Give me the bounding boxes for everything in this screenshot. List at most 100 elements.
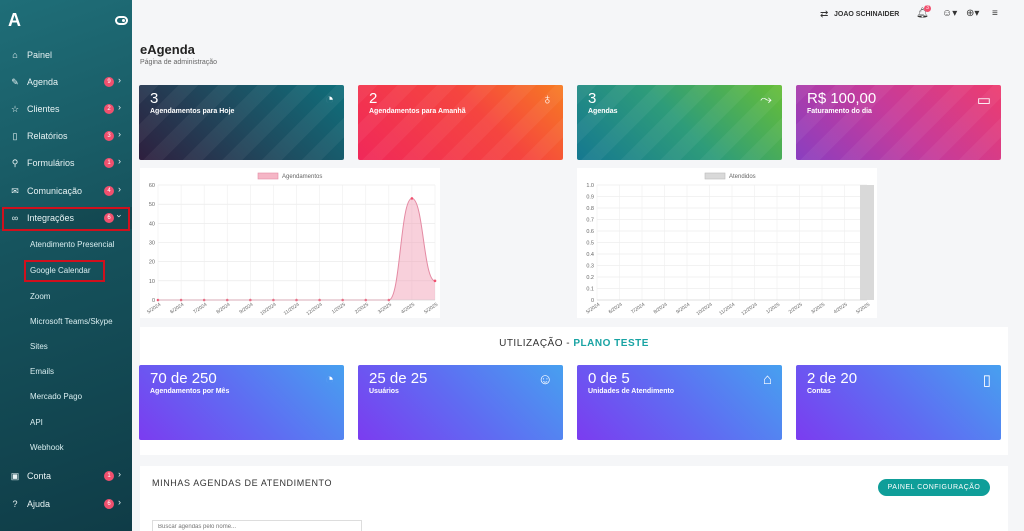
usage-label: Contas xyxy=(807,388,831,395)
subitem-zoom[interactable]: Zoom xyxy=(30,292,51,301)
count-badge: 6 xyxy=(104,213,114,223)
x-tick-label: 5/2024 xyxy=(585,302,601,316)
sidebar-item-label: Relatórios xyxy=(27,131,68,141)
stat-value: 3 xyxy=(588,90,597,107)
plan-name: PLANO TESTE xyxy=(573,338,649,349)
menu-icon[interactable]: ≡ xyxy=(992,8,998,19)
subitem-microsoft-teams[interactable]: Microsoft Teams/Skype xyxy=(30,317,113,326)
stat-label: Agendamentos para Amanhã xyxy=(369,108,466,115)
swap-icon[interactable]: ⇄ xyxy=(820,9,829,20)
sidebar-item-integracoes[interactable]: ∞ Integrações 6 › xyxy=(0,207,132,229)
x-tick-label: 8/2024 xyxy=(215,302,231,316)
book-icon: ▯ xyxy=(12,130,18,141)
x-tick-label: 10/2024 xyxy=(695,302,713,317)
x-tick-label: 7/2024 xyxy=(630,302,646,316)
count-badge: 1 xyxy=(104,158,114,168)
user-name[interactable]: JOAO SCHINAIDER xyxy=(834,11,900,18)
x-tick-label: 8/2024 xyxy=(653,302,669,316)
agendas-panel: MINHAS AGENDAS DE ATENDIMENTO PAINEL CON… xyxy=(140,466,1008,531)
sidebar-item-clientes[interactable]: ☆ Clientes 2 › xyxy=(0,98,132,120)
globe-icon[interactable]: ⊕▾ xyxy=(966,8,980,19)
count-badge: 1 xyxy=(104,471,114,481)
y-tick-label: 20 xyxy=(149,260,155,266)
sidebar-item-conta[interactable]: ▣ Conta 1 › xyxy=(0,465,132,487)
x-tick-label: 7/2024 xyxy=(192,302,208,316)
subitem-atendimento-presencial[interactable]: Atendimento Presencial xyxy=(30,240,115,249)
x-tick-label: 12/2024 xyxy=(740,302,758,317)
link-icon: ∞ xyxy=(11,213,19,223)
usage-value: 0 de 5 xyxy=(588,370,630,387)
y-tick-label: 1.0 xyxy=(586,183,594,189)
subitem-webhook[interactable]: Webhook xyxy=(30,443,64,452)
utilization-title: UTILIZAÇÃO - PLANO TESTE xyxy=(140,338,1008,349)
y-tick-label: 0.1 xyxy=(586,287,594,293)
legend-swatch xyxy=(257,172,279,180)
count-badge: 4 xyxy=(104,186,114,196)
stat-label: Faturamento do dia xyxy=(807,108,872,115)
x-tick-label: 2/2025 xyxy=(354,302,370,316)
sidebar-item-formularios[interactable]: ⚲ Formulários 1 › xyxy=(0,152,132,174)
highlight-google-calendar xyxy=(24,260,105,282)
x-tick-label: 3/2025 xyxy=(377,302,393,316)
subitem-api[interactable]: API xyxy=(30,418,43,427)
subitem-google-calendar[interactable]: Google Calendar xyxy=(30,266,91,275)
area-fill xyxy=(158,198,435,300)
subitem-sites[interactable]: Sites xyxy=(30,342,48,351)
x-tick-label: 1/2025 xyxy=(331,302,347,316)
usage-value: 25 de 25 xyxy=(369,370,428,387)
usage-value: 2 de 20 xyxy=(807,370,858,387)
x-tick-label: 12/2024 xyxy=(305,302,323,317)
bell-icon[interactable]: 🔔︎ xyxy=(916,8,929,19)
page-subtitle: Página de administração xyxy=(140,59,218,66)
subitem-mercado-pago[interactable]: Mercado Pago xyxy=(30,392,83,401)
y-tick-label: 60 xyxy=(149,183,155,189)
x-tick-label: 9/2024 xyxy=(239,302,255,316)
stat-label: Agendas xyxy=(588,108,618,115)
stat-card-hoje: 3 Agendamentos para Hoje ◔ xyxy=(139,85,344,160)
sidebar-toggle-icon[interactable] xyxy=(115,16,128,25)
x-tick-label: 1/2025 xyxy=(765,302,781,316)
sidebar-item-label: Formulários xyxy=(27,158,75,168)
clock-icon: ◔ xyxy=(324,371,334,388)
main-content: ⇄ JOAO SCHINAIDER 🔔︎ 3 ☺▾ ⊕▾ ≡ eAgenda P… xyxy=(132,0,1024,531)
subitem-emails[interactable]: Emails xyxy=(30,367,55,376)
bar xyxy=(860,185,874,300)
wallet-icon: ▭ xyxy=(976,92,991,109)
sidebar-item-label: Painel xyxy=(27,50,53,60)
x-tick-label: 5/2024 xyxy=(146,302,162,316)
stat-card-agendas: 3 Agendas ⤳ xyxy=(577,85,782,160)
search-icon: ⚲ xyxy=(11,157,19,168)
sidebar-item-ajuda[interactable]: ? Ajuda 6 › xyxy=(0,493,132,515)
data-point xyxy=(433,279,437,283)
sidebar-item-painel[interactable]: ⌂ Painel xyxy=(0,44,132,66)
chevron-right-icon: › xyxy=(118,102,121,112)
trend-icon: ⤳ xyxy=(759,91,772,108)
user-icon[interactable]: ☺▾ xyxy=(942,8,958,19)
sidebar-item-comunicacao[interactable]: ✉ Comunicação 4 › xyxy=(0,180,132,202)
home-icon: ⌂ xyxy=(12,50,18,60)
clock-icon: ◔ xyxy=(324,91,334,108)
stat-card-amanha: 2 Agendamentos para Amanhã ♁ xyxy=(358,85,563,160)
app-logo[interactable]: A xyxy=(8,10,21,30)
lightbulb-icon: ♁ xyxy=(541,91,553,108)
count-badge: 2 xyxy=(104,104,114,114)
sidebar-item-agenda[interactable]: ✎ Agenda 9 › xyxy=(0,71,132,93)
chevron-right-icon: › xyxy=(118,129,121,139)
sidebar-item-label: Ajuda xyxy=(27,499,51,509)
y-tick-label: 50 xyxy=(149,202,155,208)
y-tick-label: 40 xyxy=(149,221,155,227)
book-icon: ▯ xyxy=(982,372,991,389)
x-tick-label: 9/2024 xyxy=(675,302,691,316)
legend-swatch xyxy=(704,172,726,180)
y-tick-label: 0 xyxy=(591,298,594,304)
x-tick-label: 4/2025 xyxy=(833,302,849,316)
y-tick-label: 10 xyxy=(149,279,155,285)
sidebar-item-relatorios[interactable]: ▯ Relatórios 3 › xyxy=(0,125,132,147)
x-tick-label: 6/2024 xyxy=(608,302,624,316)
y-tick-label: 0.3 xyxy=(586,264,594,270)
x-tick-label: 4/2025 xyxy=(400,302,416,316)
painel-configuracao-button[interactable]: PAINEL CONFIGURAÇÃO xyxy=(878,479,990,496)
chevron-right-icon: › xyxy=(118,156,121,166)
y-tick-label: 0.7 xyxy=(586,218,594,224)
search-agendas-input[interactable] xyxy=(152,520,362,531)
